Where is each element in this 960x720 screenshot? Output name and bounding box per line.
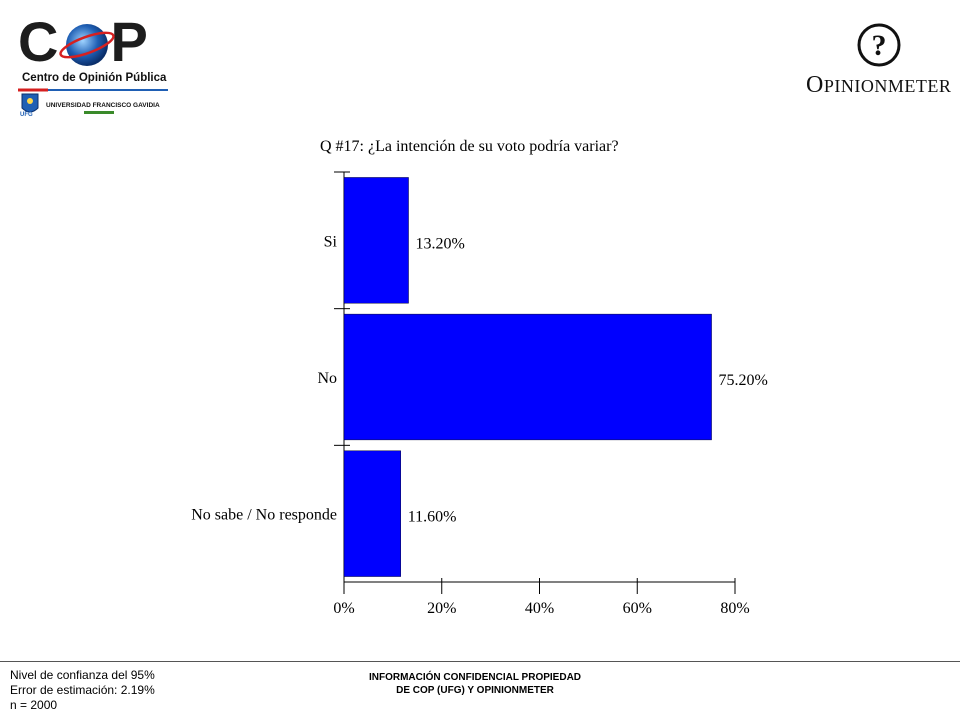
- estimation-error: Error de estimación: 2.19%: [10, 683, 155, 697]
- om-rest-letters: PINIONMETER: [823, 76, 952, 96]
- chart-title: Q #17: ¿La intención de su voto podría v…: [320, 138, 619, 155]
- ufg-name: UNIVERSIDAD FRANCISCO GAVIDIA: [46, 102, 160, 109]
- confidential-line-2: DE COP (UFG) Y OPINIONMETER: [396, 685, 554, 696]
- opinionmeter-wordmark: OPINIONMETER: [806, 72, 951, 99]
- svg-text:?: ?: [872, 29, 887, 62]
- x-tick-label-1: 20%: [427, 600, 456, 617]
- globe-icon: [59, 24, 115, 66]
- data-label-1: 75.20%: [719, 372, 768, 389]
- sample-size: n = 2000: [10, 698, 58, 712]
- confidence-level: Nivel de confianza del 95%: [10, 668, 155, 682]
- ufg-seal-text: UFG: [20, 112, 33, 118]
- opinionmeter-logo: ? OPINIONMETER: [800, 22, 960, 102]
- om-first-letter: O: [806, 72, 824, 98]
- category-label-1: No: [317, 370, 337, 387]
- cop-underline: [18, 88, 168, 92]
- question-mark-icon: ?: [857, 23, 901, 67]
- bar-0: [343, 177, 409, 304]
- confidential-line-1: INFORMACIÓN CONFIDENCIAL PROPIEDAD: [368, 672, 582, 683]
- category-label-2: No sabe / No responde: [191, 507, 337, 524]
- category-label-0: Si: [324, 233, 338, 250]
- bar-1: [343, 313, 712, 441]
- confidential-notice: INFORMACIÓN CONFIDENCIAL PROPIEDAD DE CO…: [330, 671, 620, 697]
- data-label-2: 11.60%: [408, 509, 457, 526]
- footer-divider: [0, 661, 960, 662]
- x-tick-label-0: 0%: [333, 600, 354, 617]
- bar-2: [343, 450, 401, 577]
- footer-stats: Nivel de confianza del 95% Error de esti…: [10, 668, 155, 713]
- cop-subtitle: Centro de Opinión Pública: [22, 72, 167, 84]
- ufg-green-bar: [84, 111, 114, 114]
- x-tick-label-2: 40%: [525, 600, 554, 617]
- data-label-0: 13.20%: [416, 235, 465, 252]
- ufg-seal-icon: [21, 93, 39, 113]
- x-tick-label-3: 60%: [623, 600, 652, 617]
- x-tick-label-4: 80%: [720, 600, 749, 617]
